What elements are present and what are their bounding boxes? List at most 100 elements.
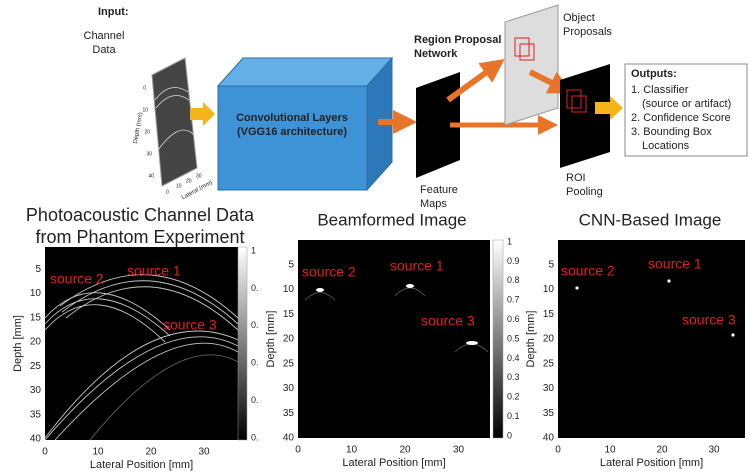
bright-spot (406, 284, 414, 288)
source-label: source 2 (561, 263, 615, 279)
y-tick-label: 25 (543, 358, 555, 369)
colorbar (238, 247, 247, 440)
thumb-y-tick: 40 (148, 173, 154, 179)
y-tick-label: 20 (30, 337, 42, 348)
thumb-x-tick: 30 (196, 173, 202, 179)
y-axis-label: Depth [mm] (12, 315, 24, 372)
roi-pooling (560, 64, 610, 168)
y-tick-label: 30 (283, 383, 295, 394)
x-axis-label: Lateral Position [mm] (600, 457, 703, 469)
x-tick-label: 10 (92, 447, 104, 458)
input-line: Data (92, 44, 116, 56)
arrow (190, 102, 215, 126)
outputs-heading: Outputs: (631, 68, 677, 80)
conv-label: Convolutional Layers (236, 112, 348, 124)
x-tick-label: 30 (453, 445, 465, 456)
colorbar-label: 0.5 (507, 333, 520, 343)
conv-top (218, 58, 392, 86)
y-tick-label: 35 (283, 408, 295, 419)
thumb-y-tick: 0 (143, 85, 146, 91)
x-tick-label: 30 (198, 447, 210, 458)
colorbar-label: 0.9 (507, 256, 520, 266)
thumb-y-label: Depth (mm) (133, 112, 144, 144)
channel-thumbnail (152, 58, 197, 186)
colorbar-label: 0.3 (507, 372, 520, 382)
source-label: source 3 (682, 312, 736, 328)
colorbar-label: 0. (251, 320, 259, 330)
object-proposals (505, 5, 558, 125)
colorbar-label: 0. (251, 283, 259, 293)
outputs-line: Locations (642, 140, 690, 152)
source-label: source 2 (50, 271, 104, 287)
y-tick-label: 20 (283, 334, 295, 345)
y-tick-label: 40 (30, 434, 42, 445)
diagram: Input: Channel Data Depth (mm) 0 10 20 3… (84, 5, 747, 210)
y-tick-label: 35 (30, 409, 42, 420)
y-tick-label: 15 (283, 309, 295, 320)
y-tick-label: 10 (543, 284, 555, 295)
source-label: source 1 (390, 258, 444, 274)
x-tick-label: 20 (656, 445, 668, 456)
thumb-y-tick: 20 (144, 129, 150, 135)
x-tick-label: 0 (42, 447, 48, 458)
x-tick-label: 10 (604, 445, 616, 456)
colorbar-label: 0.6 (507, 314, 520, 324)
thumb-y-tick: 10 (142, 107, 148, 113)
panel-title: CNN-Based Image (579, 210, 722, 229)
outputs-line: 1. Classifier (631, 84, 689, 96)
colorbar-label: 1 (507, 236, 512, 246)
colorbar-label: 0.4 (507, 353, 520, 363)
outputs-line: (source or artifact) (642, 98, 731, 110)
y-tick-label: 10 (283, 284, 295, 295)
source-label: source 3 (163, 317, 217, 333)
rpn-label: Network (414, 48, 458, 60)
y-tick-label: 25 (30, 361, 42, 372)
colorbar-label: 0.2 (507, 392, 520, 402)
thumb-y-tick: 30 (146, 151, 152, 157)
detection-dot (667, 279, 670, 282)
colorbar-label: 0. (251, 358, 259, 368)
y-tick-label: 15 (30, 312, 42, 323)
y-tick-label: 5 (35, 264, 41, 275)
colorbar-label: 1 (251, 245, 256, 255)
feature-label: Maps (420, 198, 447, 210)
proposals-label: Object (563, 12, 595, 24)
colorbar-label: 0 (507, 430, 512, 440)
detection-dot (575, 286, 578, 289)
bright-spot (466, 341, 478, 345)
thumb-x-tick: 20 (186, 178, 192, 184)
outputs-line: 2. Confidence Score (631, 112, 731, 124)
panel-title: Photoacoustic Channel Data (26, 205, 255, 225)
proposals-label: Proposals (563, 26, 612, 38)
input-heading: Input: (98, 6, 129, 18)
colorbar-label: 0.8 (507, 275, 520, 285)
colorbar-label: 0.1 (507, 411, 520, 421)
page: Input: Channel Data Depth (mm) 0 10 20 3… (0, 0, 750, 472)
outputs-line: 3. Bounding Box (631, 126, 712, 138)
rpn-label: Region Proposal (414, 34, 501, 46)
y-tick-label: 40 (283, 433, 295, 444)
panel-title: from Phantom Experiment (35, 227, 244, 247)
x-tick-label: 0 (295, 445, 301, 456)
y-tick-label: 10 (30, 288, 42, 299)
colorbar-label: 0.7 (507, 295, 520, 305)
x-axis-label: Lateral Position [mm] (90, 459, 193, 471)
x-tick-label: 30 (708, 445, 720, 456)
conv-front (218, 86, 367, 190)
colorbar-label: 0. (251, 395, 259, 405)
roi-label: ROI (566, 172, 586, 184)
x-tick-label: 20 (145, 447, 157, 458)
y-tick-label: 15 (543, 309, 555, 320)
colorbar (493, 240, 503, 438)
conv-label: (VGG16 architecture) (237, 126, 347, 138)
x-tick-label: 20 (399, 445, 411, 456)
x-axis-label: Lateral Position [mm] (342, 457, 445, 469)
y-tick-label: 35 (543, 408, 555, 419)
source-label: source 3 (421, 313, 475, 329)
y-axis-label: Depth [mm] (525, 311, 537, 368)
detection-dot (731, 333, 734, 336)
y-tick-label: 25 (283, 358, 295, 369)
y-tick-label: 30 (543, 383, 555, 394)
y-tick-label: 30 (30, 385, 42, 396)
figure: Input: Channel Data Depth (mm) 0 10 20 3… (0, 0, 750, 472)
